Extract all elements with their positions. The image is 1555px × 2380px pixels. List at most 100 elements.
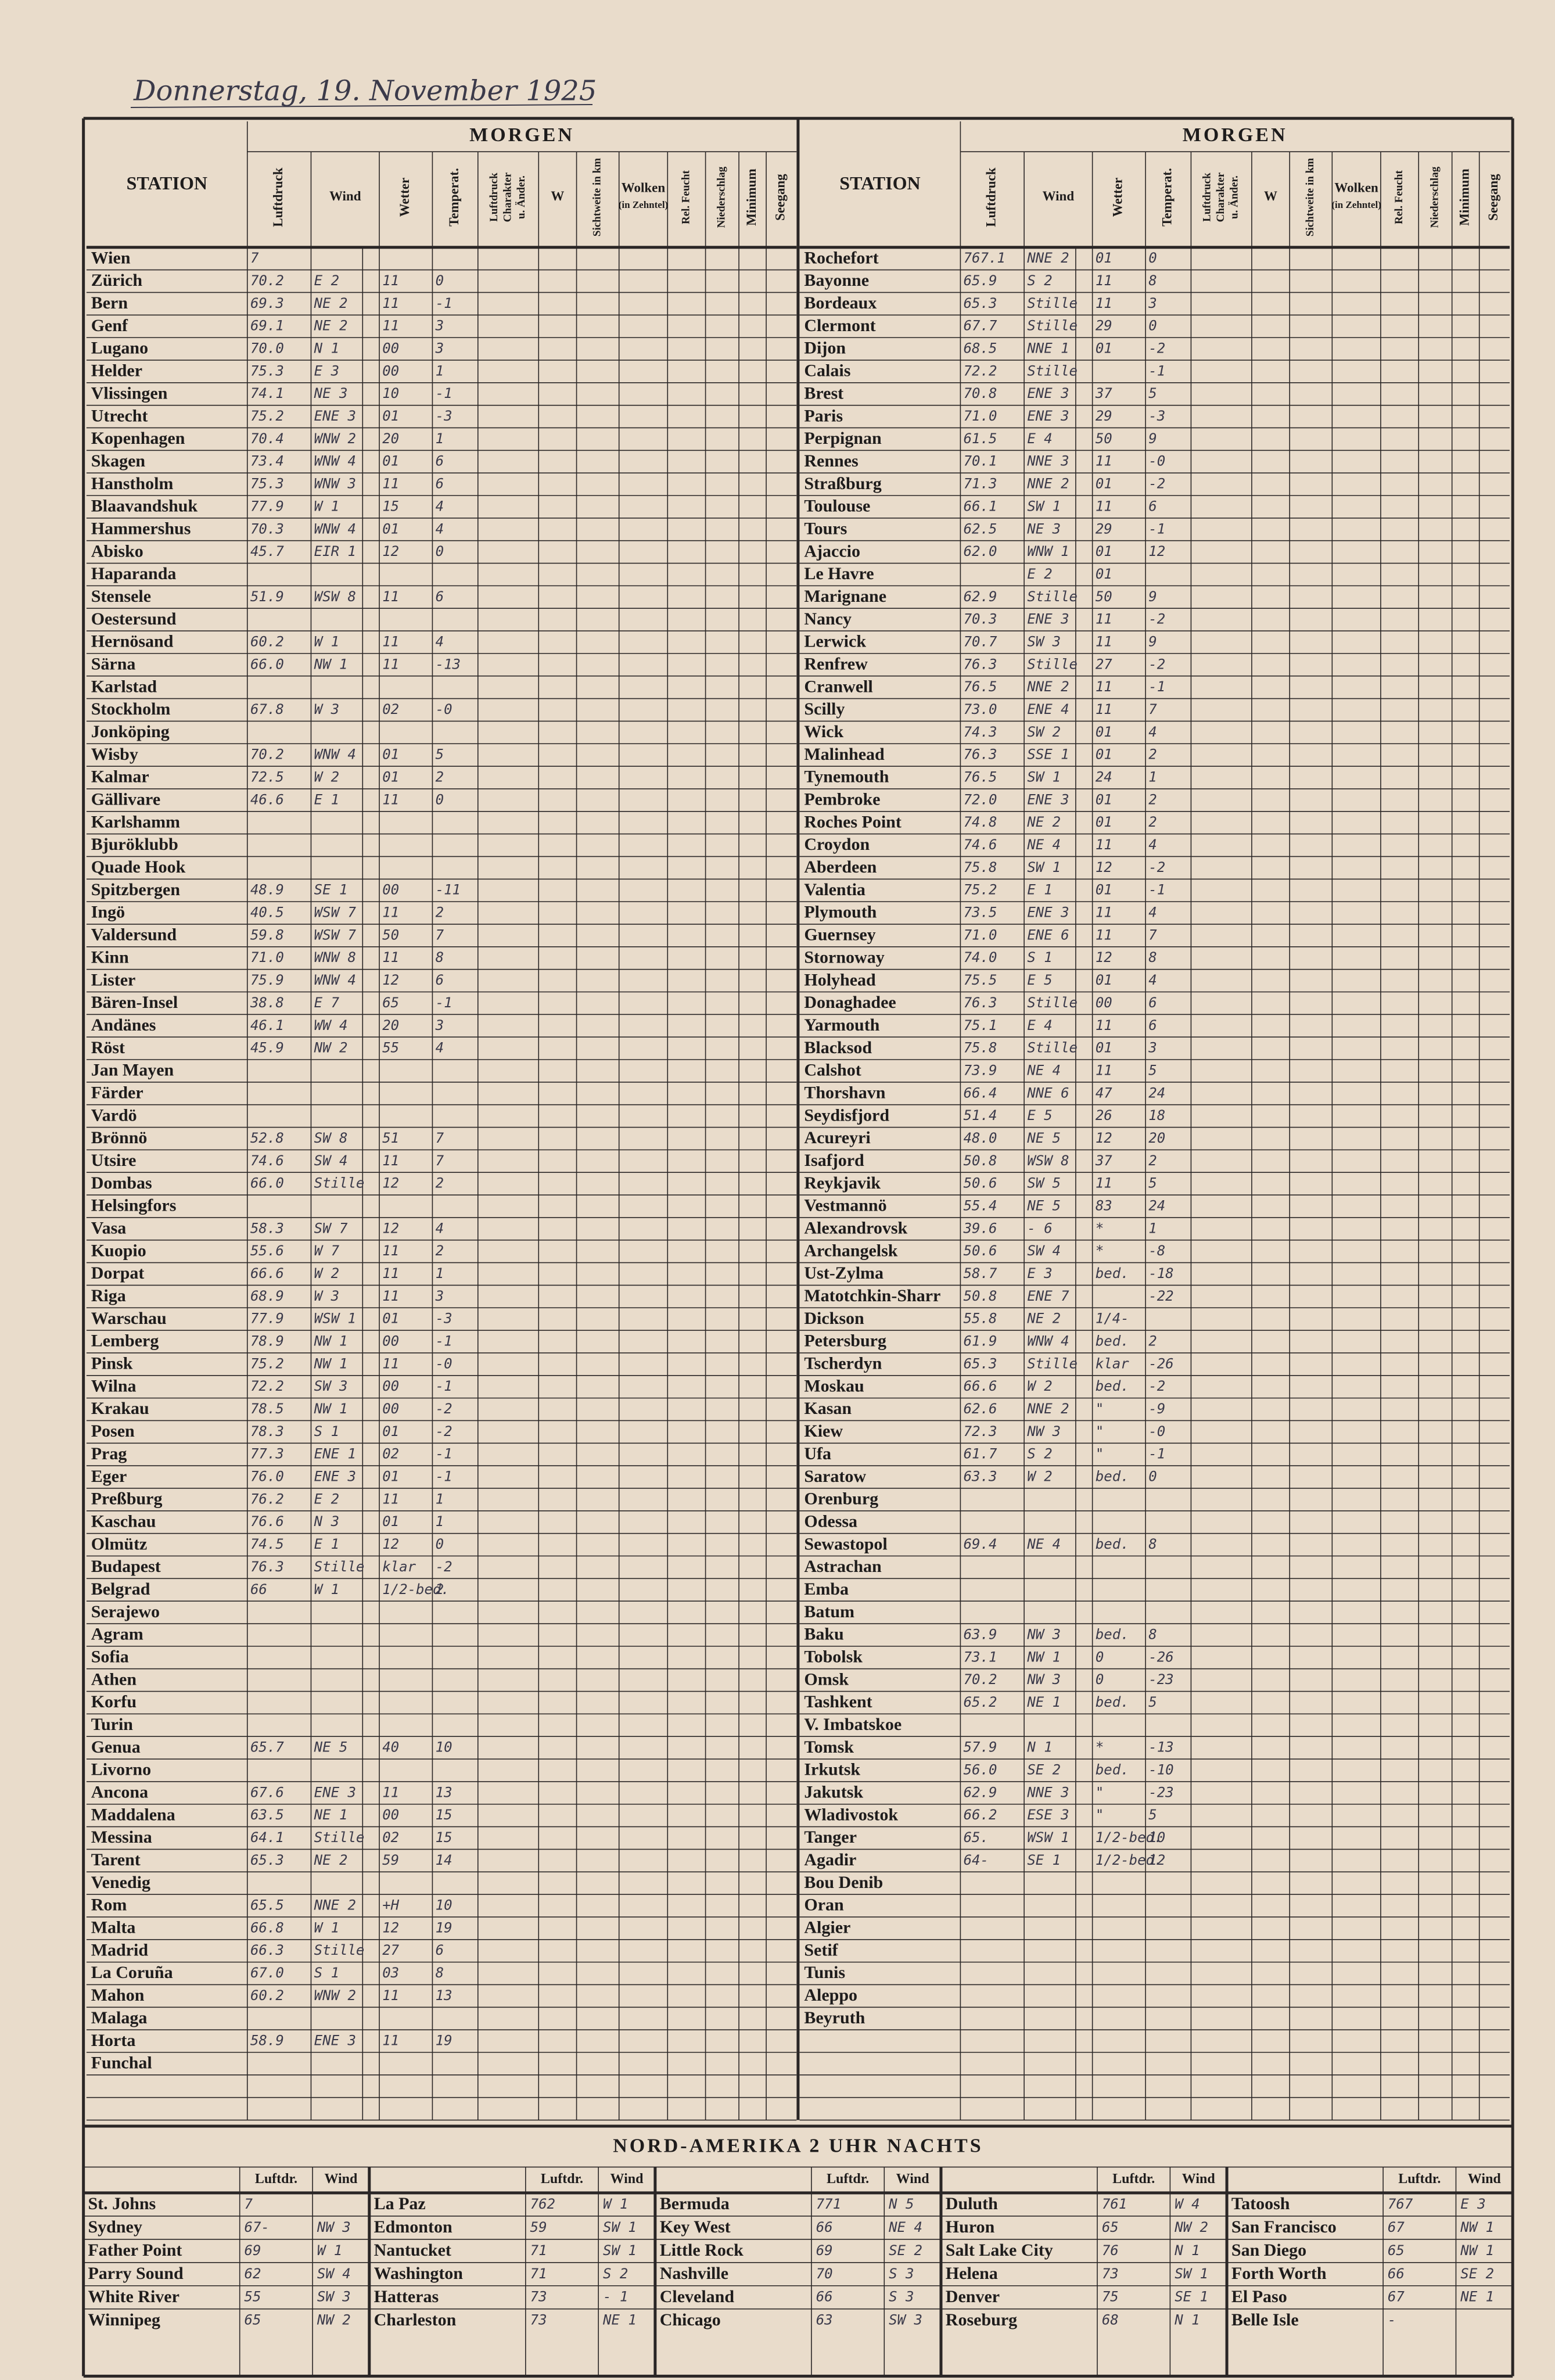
cell: 11 [382,949,399,965]
station-name: Korfu [91,1692,137,1711]
cell: bed. [1096,1469,1129,1485]
cell: 66 [250,1581,267,1598]
cell: 67.0 [250,1965,284,1981]
cell: klar [382,1559,416,1575]
cell: 2 [436,769,444,785]
cell: 11 [382,633,399,649]
cell: -1 [436,295,453,311]
cell: E 1 [314,1536,339,1552]
cell: W 1 [603,2196,628,2212]
cell: 4 [1148,972,1157,988]
station-name: Karlshamm [91,812,180,831]
station-name: Tashkent [804,1692,872,1711]
cell: 75.3 [250,476,284,492]
cell: NW 1 [314,1355,348,1372]
cell: 68 [1102,2312,1119,2328]
column-header: Wind [1043,189,1075,203]
cell: 11 [382,318,399,334]
cell: NE 4 [1026,1536,1061,1552]
cell: W 2 [1027,1469,1052,1485]
cell: E 3 [1460,2196,1485,2212]
station-name: Algier [804,1918,850,1937]
cell: - 6 [1027,1220,1052,1236]
cell: 8 [436,949,444,965]
cell: -1 [1148,520,1165,537]
cell: 24 [1096,769,1112,785]
column-header: Rel. Feucht [680,170,692,224]
station-name: Parry Sound [88,2264,184,2283]
cell: 12 [1096,949,1112,965]
morgen-header: MORGEN [469,124,574,146]
station-name: Nashville [660,2264,728,2283]
cell: bed. [1096,1536,1129,1552]
station-name: Rom [91,1896,127,1915]
station-name: Ufa [804,1444,831,1463]
cell: SW 4 [317,2266,351,2282]
cell: Stille [1027,362,1078,379]
station-name: Andänes [91,1015,156,1035]
station-name: Calais [804,361,850,380]
cell: 11 [1096,453,1112,469]
cell: 66.2 [964,1807,997,1823]
cell: SW 7 [314,1220,348,1236]
cell: NW 1 [1460,2242,1494,2259]
cell: 66.0 [250,656,284,672]
cell: WSW 8 [1027,1153,1069,1169]
cell: 15 [436,1807,453,1823]
cell: 7 [436,927,444,943]
cell: 4 [436,1220,444,1236]
cell: 69.4 [964,1536,997,1552]
cell: WNW 8 [314,949,356,965]
station-name: Oran [804,1896,844,1915]
cell: 1/2-bed. [1096,1829,1163,1846]
station-name: Washington [374,2264,464,2283]
cell: 69 [816,2242,833,2259]
cell: 74.6 [250,1153,284,1169]
cell: 70.8 [964,385,997,401]
cell: 5 [1148,1694,1157,1710]
cell: 63 [816,2312,833,2328]
station-name: Dickson [804,1309,864,1328]
cell: Stille [1027,1355,1078,1372]
station-name: Plymouth [804,903,877,922]
station-name: Riga [91,1286,126,1305]
cell: -18 [1148,1265,1173,1281]
cell: -23 [1148,1784,1173,1800]
cell: 77.3 [250,1446,284,1462]
cell: NW 2 [314,1040,348,1056]
cell: 11 [1096,611,1112,627]
station-name: Agram [91,1625,143,1644]
cell: 29 [1096,318,1112,334]
cell: Stille [314,1559,365,1575]
station-name: Saratow [804,1467,866,1486]
cell: -0 [436,701,453,717]
cell: 64- [964,1852,989,1868]
cell: 55.4 [964,1197,997,1214]
station-name: Scilly [804,699,845,719]
cell: SW 1 [1027,769,1061,785]
cell: S 2 [1027,272,1052,289]
cell: 0 [1148,1469,1157,1485]
cell: -10 [1148,1761,1173,1778]
cell: 66.3 [250,1942,284,1958]
station-name: Holyhead [804,970,876,989]
station-name: Dombas [91,1173,152,1193]
cell: 66 [1388,2266,1405,2282]
cell: 67- [245,2219,270,2235]
cell: 26 [1096,1107,1112,1123]
station-name: Duluth [946,2194,998,2213]
station-name: Aberdeen [804,857,877,877]
column-header: Wind [610,2171,644,2187]
column-header: Charakter [1215,172,1227,222]
cell: 74.0 [964,949,997,965]
station-name: Malinhead [804,745,885,764]
cell: E 1 [314,791,339,807]
cell: 8 [436,1965,444,1981]
cell: N 5 [888,2196,914,2212]
cell: -26 [1148,1649,1173,1665]
cell: W 4 [1175,2196,1200,2212]
cell: 11 [1096,1062,1112,1078]
cell: 11 [1096,837,1112,853]
station-name: Zürich [91,271,143,290]
